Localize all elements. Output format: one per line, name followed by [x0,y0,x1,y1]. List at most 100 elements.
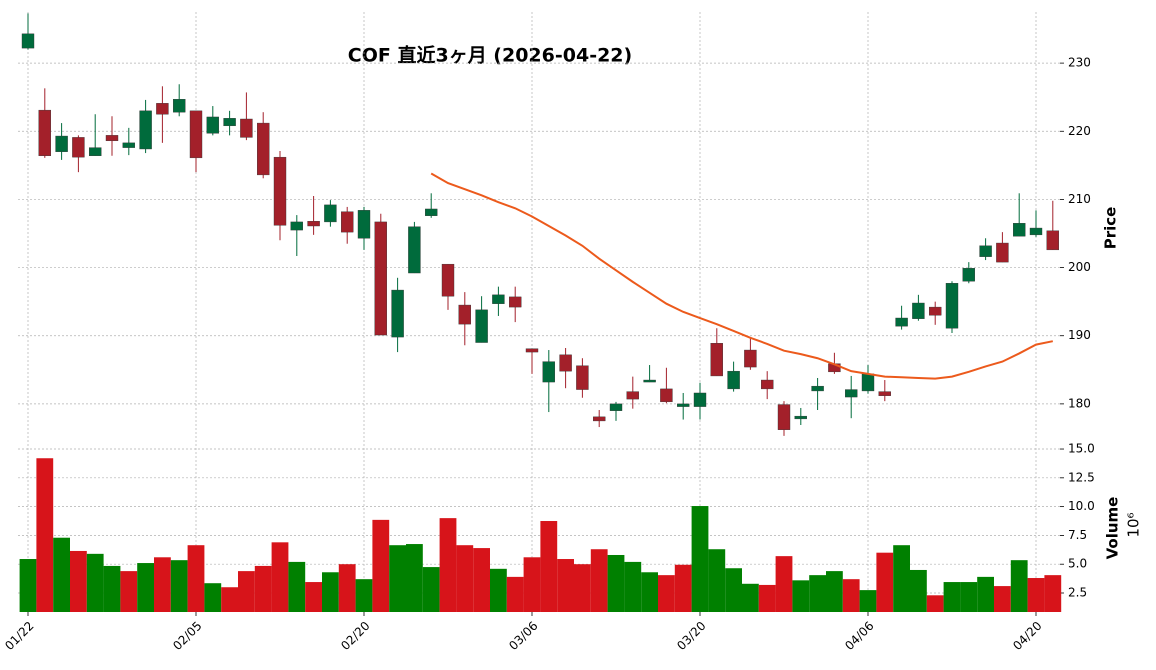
volume-bar [859,590,877,612]
volume-bar [120,571,138,612]
volume-bar [70,550,87,612]
candle-body [811,385,824,392]
candle-body [962,268,975,282]
volume-bar [725,568,742,612]
candle-body [223,118,236,127]
candle-body [1029,227,1043,236]
candle-body [677,403,690,407]
volume-tick-label: 15.0 [1068,442,1095,456]
candle-body [172,99,186,113]
volume-bar [557,559,574,612]
volume-bar [506,576,524,612]
candle-body [458,304,471,325]
candle-body [139,110,152,150]
candle-body [710,343,723,377]
candle-body [240,118,253,138]
volume-axis-label: Volume [1104,497,1122,560]
volume-bar [1027,578,1045,612]
y-axis-label: Price [1102,207,1120,250]
volume-bar [540,521,558,612]
candle-body [878,391,891,396]
volume-bar [170,560,188,612]
volume-bar [658,575,675,612]
candle-body [290,221,303,231]
candle-body [441,263,455,297]
volume-unit: 10⁶ [1125,512,1143,537]
candle-body [72,137,85,158]
candle-body [643,379,656,383]
volume-bar [406,544,423,612]
x-tick-label: 04/06 [842,619,876,653]
x-tick-label: 01/22 [2,619,36,653]
volume-bar [187,545,205,612]
candle-body [38,109,51,157]
volume-bar [456,545,474,612]
volume-bar [590,549,608,612]
volume-bar [826,571,843,612]
volume-bar [691,506,709,612]
volume-bar [775,556,793,612]
volume-bar [1044,575,1062,612]
candle-body [21,33,35,49]
candle-body [727,370,740,390]
candle-body [105,135,119,142]
moving-average-line [430,172,1053,380]
volume-bar [977,576,994,612]
volume-bar [842,579,860,612]
volume-bar [204,583,222,612]
volume-bar [305,582,322,612]
volume-bar [422,567,440,612]
volume-bar [876,552,894,612]
volume-bar [322,572,339,612]
volume-bar [490,568,507,612]
candle-body [1013,223,1026,237]
volume-bar [926,595,944,612]
candle-body [206,116,220,134]
volume-tick-label: 5.0 [1068,557,1087,571]
candle-body [626,391,639,400]
candle-body [492,294,505,304]
volume-bar [523,557,541,612]
candle-body [374,221,387,336]
volume-bar [271,542,289,612]
y-tick-label: 210 [1068,192,1091,206]
volume-bar [758,584,776,612]
y-tick-label: 230 [1068,56,1091,70]
candle-body [257,122,270,176]
volume-bar [742,583,759,612]
y-tick-label: 200 [1068,260,1091,274]
candle-body [324,204,337,223]
candle-body [895,317,908,327]
volume-bar [674,564,692,612]
volume-bar [960,582,978,612]
volume-bar [36,458,54,612]
volume-bar [943,582,961,612]
y-tick-label: 220 [1068,124,1091,138]
candle-body [744,349,757,368]
candle-body [391,289,404,338]
candle-body [307,221,320,227]
volume-bar [893,545,910,612]
candle-body [979,245,992,257]
volume-bar [473,548,490,612]
volume-bar [792,580,810,612]
candle-body [912,302,925,319]
volume-bar [809,575,826,612]
candle-body [542,361,555,383]
candle-body [408,226,421,274]
candle-body [576,365,589,390]
candle-body [1046,230,1060,251]
candle-body [509,296,522,308]
candle-body [273,156,287,226]
candle-body [88,147,102,157]
volume-tick-label: 2.5 [1068,585,1087,599]
volume-bar [1010,560,1028,612]
candle-body [525,348,539,353]
candle-body [861,373,875,392]
candle-body [341,211,354,233]
volume-bar [574,564,591,612]
candle-body [777,404,791,430]
candle-body [945,283,959,329]
volume-bar [338,564,356,612]
